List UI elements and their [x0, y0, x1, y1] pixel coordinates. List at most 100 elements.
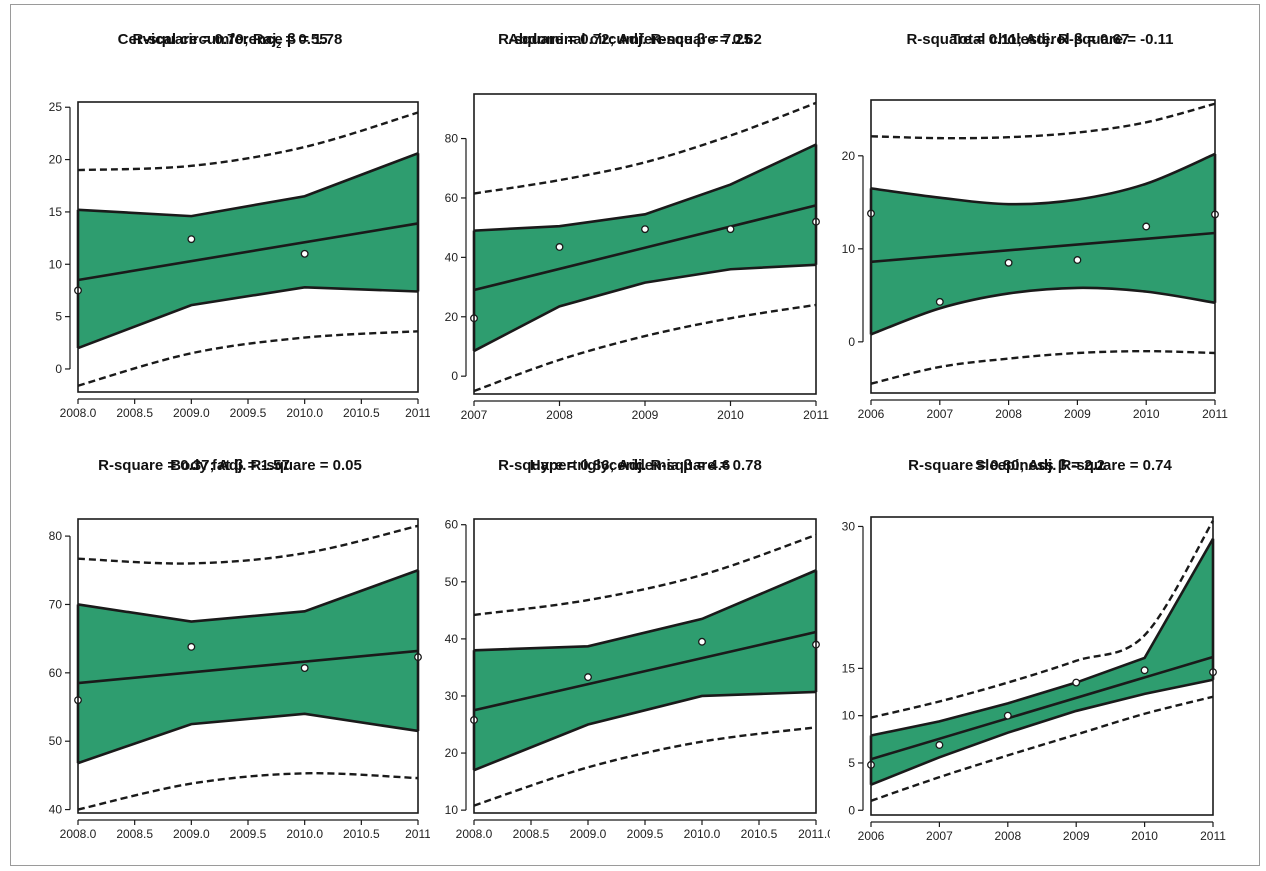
regression-line [870, 231, 1216, 264]
x-tick-label: 2011 [1200, 829, 1226, 843]
x-tick-label: 2007 [461, 408, 488, 420]
plot-area: 0 5 10 15 30 2006 2007 2008 2009 2010 2011 ano [842, 516, 1226, 857]
x-tick-label: 2010.0 [684, 827, 721, 841]
y-tick-label: 60 [49, 666, 63, 680]
data-point [1140, 666, 1149, 675]
prediction-interval-upper [77, 111, 419, 172]
data-point [1072, 678, 1081, 687]
x-tick-label: 2009.0 [570, 827, 607, 841]
confidence-band-lower [77, 712, 419, 765]
plot-box [473, 518, 817, 814]
y-tick-label: 15 [49, 205, 63, 219]
y-tick-label: 10 [842, 242, 856, 256]
subtitle-text-end: = 0.55 [281, 31, 328, 48]
prediction-interval-upper [870, 102, 1216, 140]
data-point [187, 642, 196, 651]
data-point [935, 741, 944, 749]
data-point [1142, 222, 1151, 231]
confidence-band-upper [870, 538, 1215, 737]
data-point [935, 297, 944, 306]
regression-line [473, 630, 817, 712]
data-point [1004, 258, 1013, 267]
data-point [726, 225, 735, 234]
x-axis-label: ano [1032, 843, 1052, 846]
y-tick-label: 30 [842, 519, 856, 533]
y-tick-label: 70 [49, 597, 63, 611]
x-tick-label: 2009.5 [230, 406, 267, 420]
plot-area: 0 10 20 2006 2007 2008 2009 2010 2011 [842, 99, 1228, 421]
subtitle-subscript: 2 [276, 40, 282, 50]
prediction-interval-lower [473, 726, 817, 807]
x-tick-label: 2011 [405, 406, 430, 420]
y-tick-label: 20 [445, 746, 459, 760]
data-point [698, 637, 706, 646]
y-tick-label: 20 [445, 310, 459, 324]
panel-hypertriglyceridemia: Hypertriglyceridemia β = 4.6 R-square = … [430, 456, 835, 846]
y-tick-label: 5 [848, 756, 855, 770]
prediction-interval-upper [473, 533, 817, 617]
x-tick-label: 2011.0 [798, 827, 830, 841]
confidence-band-upper [77, 152, 419, 218]
x-tick-label: 2008 [994, 829, 1021, 843]
x-tick-label: 2009 [1064, 407, 1091, 420]
regression-line [77, 222, 419, 282]
x-tick-label: 2011 [803, 408, 829, 420]
panel-cervical-circumference: Cervical circumference β = 1.78 R-square… [30, 30, 432, 420]
y-tick-label: 80 [445, 132, 459, 146]
plot-area: 40 50 60 70 80 2008.0 2008.5 2009.0 2009.5 2010.0… [49, 518, 431, 841]
figure-frame [10, 4, 1260, 866]
x-tick-label: 2010.0 [286, 406, 323, 420]
y-tick-label: 40 [445, 250, 459, 264]
confidence-band-lower [870, 678, 1214, 786]
panel-subtitle: R-square = 0.70; Raj2 = 0.55 [30, 30, 430, 55]
data-point [187, 235, 196, 244]
prediction-interval-lower [473, 303, 817, 393]
subtitle-text: R-square = 0.37; Adj. R-square = 0.05 [98, 457, 362, 474]
confidence-band-upper [870, 152, 1216, 206]
regression-line [77, 649, 419, 685]
panel-title: Total cholesterol β = 0.67 [950, 31, 1130, 48]
data-point [641, 225, 649, 234]
prediction-interval-lower [870, 695, 1214, 802]
y-tick-label: 20 [842, 149, 856, 163]
x-tick-label: 2009 [632, 408, 659, 420]
confidence-band [871, 153, 1215, 335]
y-tick-label: 0 [451, 369, 458, 383]
x-tick-label: 2009 [1063, 829, 1090, 843]
prediction-interval-upper [473, 101, 817, 195]
y-tick-label: 20 [49, 153, 63, 167]
confidence-band [871, 538, 1213, 785]
plot-box [77, 101, 419, 393]
panel-title: Hypertriglyceridemia β = 4.6 [529, 457, 731, 474]
data-point [300, 249, 309, 258]
prediction-interval-upper [870, 520, 1215, 719]
prediction-interval-lower [870, 349, 1216, 385]
x-tick-label: 2010.5 [741, 827, 778, 841]
panel-sleepiness: Sleepiness β = 2.2 R-square = 0.80; Adj.… [830, 456, 1250, 857]
data-point [555, 243, 564, 251]
y-tick-label: 60 [445, 191, 459, 205]
confidence-band-upper [473, 143, 817, 232]
panel-subtitle: R-square = 0.86; Adj. R-square = 0.78 [430, 456, 830, 481]
prediction-interval-lower [77, 772, 419, 811]
x-tick-label: 2011 [405, 827, 430, 841]
x-tick-label: 2009.0 [173, 827, 210, 841]
x-tick-label: 2010 [1133, 407, 1160, 420]
panel-title: Body fat β = 1.57 [170, 457, 290, 474]
regression-line [870, 655, 1214, 761]
panel-subtitle: R-square = 0.11; Adj. R-square = -0.11 [830, 30, 1250, 55]
plot-area: 0 5 10 15 20 25 2008.0 2008.5 2009.0 2009.5 2010.0… [49, 100, 432, 420]
panel-title: Cervical circumference β = 1.78 [117, 31, 343, 48]
x-tick-label: 2008.5 [116, 827, 153, 841]
data-point [300, 664, 309, 673]
x-tick-label: 2008.0 [60, 406, 97, 420]
prediction-interval-lower [77, 330, 419, 387]
panel-body-fat: Body fat β = 1.57 R-square = 0.37; Adj. … [30, 456, 432, 846]
confidence-band-upper [77, 569, 419, 623]
y-tick-label: 40 [49, 803, 63, 817]
confidence-band-lower [473, 263, 817, 353]
x-tick-label: 2010.0 [286, 827, 323, 841]
x-tick-label: 2010 [1131, 829, 1158, 843]
y-tick-label: 30 [445, 689, 459, 703]
y-tick-label: 5 [55, 310, 62, 324]
